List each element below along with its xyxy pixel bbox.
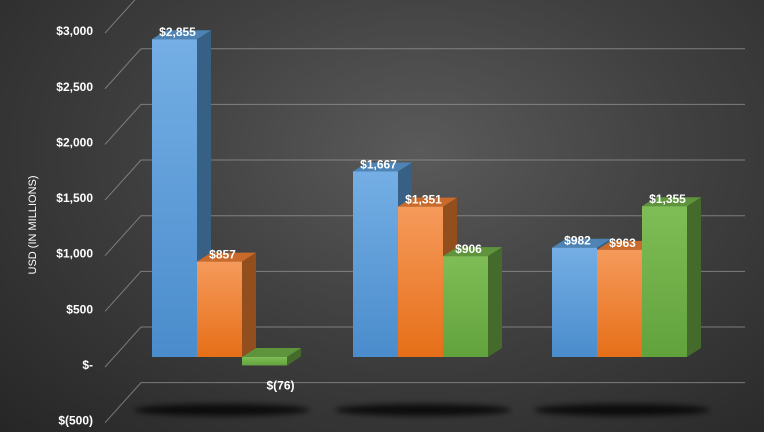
data-label: $1,355: [649, 192, 686, 206]
bar: [242, 348, 301, 366]
y-tick-label: $2,000: [56, 135, 93, 149]
y-tick-label: $-: [82, 358, 93, 372]
bar-front-face: [242, 357, 287, 366]
bars: [152, 30, 701, 366]
data-label: $1,667: [360, 157, 397, 171]
y-tick-label: $500: [66, 302, 93, 316]
bar-top-face: [398, 197, 457, 207]
bar-top-face: [197, 252, 256, 262]
bar: [398, 197, 457, 357]
y-axis: $(500) $- $500 $1,000 $1,500 $2,000 $2,500 $3,0…: [56, 24, 93, 428]
bar-top-face: [443, 247, 502, 257]
bar-top-face: [642, 197, 701, 207]
bar-front-face: [597, 249, 642, 357]
y-tick-label: $1,500: [56, 191, 93, 205]
bar-side-face: [242, 252, 256, 357]
bar-front-face: [152, 39, 197, 358]
bar-group-shadow: [335, 404, 511, 416]
bar-side-face: [687, 197, 701, 357]
bar-top-face: [152, 30, 211, 40]
y-axis-title: USD (IN MILLIONS): [27, 175, 39, 274]
y-tick-label: $(500): [58, 414, 93, 428]
gridline: [104, 103, 745, 145]
data-label: $1,351: [405, 193, 442, 207]
bar-side-face: [488, 247, 502, 357]
bar: [443, 247, 502, 357]
data-label: $982: [564, 234, 591, 248]
bar-front-face: [398, 206, 443, 357]
gridline: [104, 159, 745, 201]
bar-front-face: [642, 206, 687, 357]
data-label: $(76): [266, 378, 294, 392]
y-tick-label: $2,500: [56, 80, 93, 94]
data-labels: $2,855 $1,667 $982 $857 $1,351 $963 $(76) $906 $…: [159, 25, 686, 392]
bar-group-shadow: [534, 404, 710, 416]
gridline: [104, 270, 745, 312]
y-tick-label: $3,000: [56, 24, 93, 38]
y-tick-label: $1,000: [56, 247, 93, 261]
data-label: $857: [209, 248, 236, 262]
gridlines: [104, 0, 745, 423]
bar-top-face: [242, 348, 301, 357]
bar-top-face: [353, 162, 412, 172]
gridline: [104, 382, 745, 423]
bar: [197, 252, 256, 357]
gridline: [104, 48, 745, 90]
bar-side-face: [287, 348, 301, 366]
gridline: [104, 326, 745, 368]
bar-front-face: [353, 171, 398, 357]
bar-front-face: [197, 261, 242, 357]
gridline: [104, 215, 745, 257]
bar-front-face: [552, 247, 597, 357]
bar-group-shadow: [134, 404, 310, 416]
bar: [642, 197, 701, 357]
bar-front-face: [443, 256, 488, 357]
data-label: $2,855: [159, 25, 196, 39]
data-label: $963: [609, 236, 636, 250]
gridline: [104, 0, 136, 34]
bar-top-face: [597, 240, 656, 250]
floor-shadows: [134, 404, 710, 416]
data-label: $906: [455, 242, 482, 256]
bar-top-face: [552, 238, 611, 248]
